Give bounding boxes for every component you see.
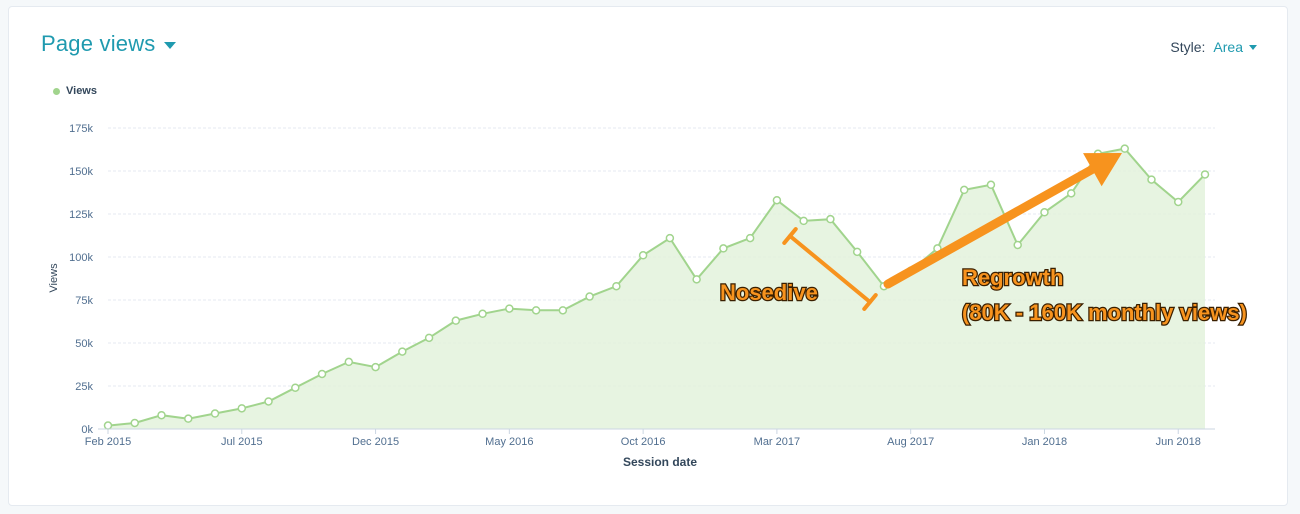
data-point[interactable] <box>237 404 247 413</box>
data-point[interactable] <box>1147 175 1156 184</box>
chevron-down-icon <box>163 41 176 49</box>
data-point[interactable] <box>210 409 220 418</box>
legend-label-views: Views <box>66 85 97 97</box>
data-point[interactable] <box>719 244 728 253</box>
y-axis-ticks: 0k 25k 50k 75k 100k 125k 150k 175k <box>69 123 93 436</box>
data-point[interactable] <box>317 369 327 379</box>
data-point[interactable] <box>451 316 461 325</box>
x-tick-label: Jun 2018 <box>1156 436 1201 448</box>
data-point[interactable] <box>1040 208 1049 217</box>
x-tick-label: Jul 2015 <box>221 436 263 448</box>
x-tick-label: Jan 2018 <box>1022 436 1067 448</box>
style-control: Style: Area <box>1170 39 1257 55</box>
data-point[interactable] <box>692 275 701 284</box>
regrowth-label-line2: (80K - 160K monthly views) <box>962 300 1247 325</box>
data-point[interactable] <box>612 281 621 291</box>
y-tick-label: 175k <box>69 123 93 135</box>
data-point[interactable] <box>130 418 140 428</box>
data-point[interactable] <box>665 233 675 243</box>
data-point[interactable] <box>371 362 380 372</box>
regrowth-label-line1: Regrowth <box>962 265 1063 290</box>
chevron-down-icon <box>1249 45 1257 50</box>
nosedive-annotation: Nosedive <box>719 227 878 311</box>
data-point[interactable] <box>398 347 407 356</box>
x-tick-label: Aug 2017 <box>887 436 934 448</box>
data-point[interactable] <box>772 195 782 205</box>
data-point[interactable] <box>745 233 755 243</box>
y-tick-label: 75k <box>75 295 93 307</box>
y-axis-title: Views <box>48 263 60 293</box>
data-point[interactable] <box>558 306 568 315</box>
nosedive-label: Nosedive <box>720 280 818 305</box>
data-point[interactable] <box>826 214 835 224</box>
data-point[interactable] <box>505 304 514 313</box>
nosedive-cap-start <box>782 227 798 245</box>
x-axis-ticks: Feb 2015 Jul 2015 Dec 2015 May 2016 Oct 2016… <box>85 429 1201 448</box>
data-point[interactable] <box>264 397 273 406</box>
x-axis-title: Session date <box>623 455 697 469</box>
data-point[interactable] <box>799 216 808 226</box>
y-tick-label: 25k <box>75 381 93 393</box>
x-tick-label: Oct 2016 <box>621 436 666 448</box>
regrowth-annotation: Regrowth (80K - 160K monthly views) <box>883 153 1248 326</box>
views-line <box>107 147 1206 427</box>
legend-dot-icon <box>53 87 60 95</box>
x-tick-label: Dec 2015 <box>352 436 399 448</box>
data-point[interactable] <box>478 309 487 319</box>
y-tick-label: 100k <box>69 252 93 264</box>
y-tick-label: 125k <box>69 209 93 221</box>
data-point[interactable] <box>291 383 300 392</box>
regrowth-arrow-head <box>1083 153 1122 187</box>
style-label: Style: <box>1170 39 1206 55</box>
data-point[interactable] <box>157 410 166 420</box>
regrowth-arrow-shaft <box>883 160 1105 289</box>
y-tick-label: 0k <box>81 424 93 436</box>
style-value: Area <box>1213 39 1243 55</box>
data-point[interactable] <box>986 180 996 190</box>
data-point[interactable] <box>852 247 862 257</box>
x-tick-label: Feb 2015 <box>85 436 131 448</box>
nosedive-line <box>788 234 872 304</box>
data-point[interactable] <box>1120 144 1129 153</box>
data-point[interactable] <box>1013 240 1022 250</box>
data-point[interactable] <box>1200 170 1210 179</box>
views-area <box>108 148 1205 429</box>
x-tick-label: Mar 2017 <box>754 436 800 448</box>
data-point[interactable] <box>184 414 193 423</box>
page-views-dropdown[interactable]: Page views <box>41 31 176 57</box>
page-title: Page views <box>41 31 156 56</box>
data-point[interactable] <box>531 306 541 315</box>
data-point[interactable] <box>1066 189 1076 198</box>
data-point[interactable] <box>424 333 434 343</box>
x-tick-label: May 2016 <box>485 436 533 448</box>
data-point[interactable] <box>585 292 594 301</box>
data-point[interactable] <box>959 185 969 195</box>
data-point[interactable] <box>638 251 648 260</box>
data-point[interactable] <box>1173 197 1183 207</box>
y-tick-label: 150k <box>69 166 93 178</box>
data-point[interactable] <box>103 421 113 430</box>
data-point[interactable] <box>344 357 354 367</box>
style-dropdown[interactable]: Area <box>1213 39 1257 55</box>
y-tick-label: 50k <box>75 338 93 350</box>
nosedive-cap-end <box>862 293 878 311</box>
chart-legend[interactable]: Views <box>53 85 97 97</box>
